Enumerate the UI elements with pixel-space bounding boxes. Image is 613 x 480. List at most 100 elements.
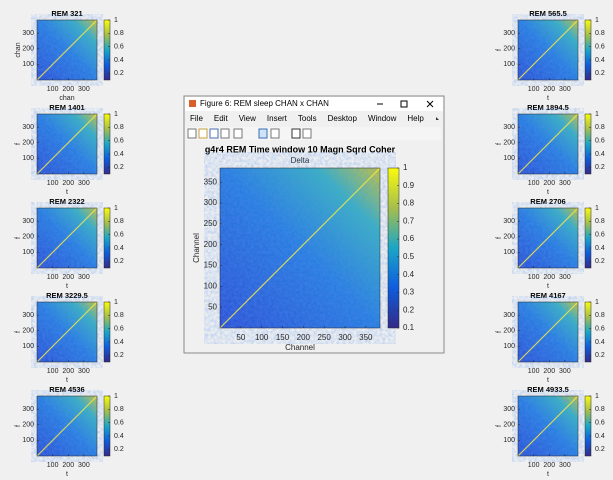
x-tick-label: 200	[62, 86, 74, 93]
menu-item[interactable]: View	[239, 114, 256, 123]
colorbar-tick-label: 1	[595, 17, 599, 24]
colorbar-tick-label: 0.6	[114, 138, 124, 145]
menu-item[interactable]: Help	[407, 114, 424, 123]
y-tick-label: 350	[204, 177, 218, 186]
colorbar-tick-label: 0.3	[403, 288, 415, 297]
colorbar-tick-label: 1	[114, 17, 118, 24]
colorbar-tick-label: 0.2	[595, 164, 605, 171]
colorbar-tick-label: 0.6	[595, 420, 605, 427]
toolbar-button[interactable]	[291, 128, 301, 139]
y-tick-label: 200	[22, 328, 34, 335]
plot-subtitle: Delta	[291, 156, 310, 165]
toolbar-bg	[186, 127, 441, 140]
heatmap-diagonal	[517, 301, 579, 363]
x-tick-label: 300	[559, 368, 571, 375]
thumb-title: REM 4536	[49, 385, 84, 394]
colorbar-tick-label: 1	[595, 111, 599, 118]
y-tick-label: 300	[503, 30, 515, 37]
y-axis-label: Channel	[192, 233, 201, 263]
axes-box	[219, 167, 381, 329]
y-tick-label: 300	[22, 312, 34, 319]
x-tick-label: 300	[559, 86, 571, 93]
colorbar	[584, 395, 592, 457]
colorbar-tick-label: 0.1	[403, 323, 415, 332]
close-button[interactable]	[426, 100, 434, 108]
colorbar-tick-label: 0.6	[114, 232, 124, 239]
colorbar-tick-label: 0.2	[114, 258, 124, 265]
thumb-title: REM 4167	[530, 291, 565, 300]
menu-item[interactable]: Window	[368, 114, 397, 123]
colorbar-tick-label: 0.6	[114, 420, 124, 427]
colorbar-tick-label: 0.2	[114, 352, 124, 359]
y-tick-label: 150	[204, 261, 218, 270]
y-tick-label: 300	[22, 218, 34, 225]
colorbar-tick-label: 0.2	[114, 164, 124, 171]
colorbar-tick-label: 1	[595, 205, 599, 212]
x-tick-label: 300	[559, 180, 571, 187]
maximize-button[interactable]	[400, 100, 408, 108]
colorbar	[584, 207, 592, 269]
axes-box	[36, 301, 98, 363]
x-tick-label: 200	[543, 274, 555, 281]
x-tick-label: 300	[338, 333, 352, 342]
colorbar-tick-label: 1	[114, 111, 118, 118]
y-tick-label: 300	[204, 198, 218, 207]
axes-box	[517, 301, 579, 363]
y-tick-label: 100	[22, 249, 34, 256]
heatmap-diagonal	[36, 19, 98, 81]
x-axis-label: t	[547, 377, 549, 384]
toolbar-button[interactable]	[187, 128, 197, 139]
y-tick-label: 200	[503, 140, 515, 147]
toolbar-button[interactable]	[270, 128, 280, 139]
y-tick-label: 300	[503, 124, 515, 131]
x-tick-label: 200	[543, 180, 555, 187]
y-tick-label: 100	[503, 155, 515, 162]
toolbar-button[interactable]	[233, 128, 243, 139]
colorbar-tick-label: 0.4	[595, 339, 605, 346]
toolbar-button[interactable]	[198, 128, 208, 139]
axes-box	[517, 395, 579, 457]
x-tick-label: 300	[559, 462, 571, 469]
x-tick-label: 100	[47, 274, 59, 281]
y-tick-label: 100	[503, 249, 515, 256]
y-tick-label: 100	[22, 155, 34, 162]
menu-item[interactable]: Tools	[298, 114, 317, 123]
x-axis-label: t	[547, 189, 549, 196]
y-tick-label: 300	[22, 30, 34, 37]
y-axis-label: f	[496, 425, 503, 427]
y-tick-label: 100	[503, 437, 515, 444]
axes-box	[36, 113, 98, 175]
y-tick-label: 300	[22, 124, 34, 131]
menu-item[interactable]: Insert	[267, 114, 288, 123]
x-tick-label: 300	[78, 368, 90, 375]
colorbar-tick-label: 0.4	[114, 245, 124, 252]
y-axis-label: f	[15, 143, 22, 145]
colorbar-tick-label: 1	[114, 393, 118, 400]
menu-item[interactable]: Edit	[214, 114, 229, 123]
colorbar-tick-label: 0.4	[114, 339, 124, 346]
axes-box	[517, 113, 579, 175]
colorbar-tick-label: 0.6	[403, 234, 415, 243]
plot-title: g4r4 REM Time window 10 Magn Sqrd Coher	[205, 144, 396, 154]
toolbar-button[interactable]	[302, 128, 312, 139]
menu-item[interactable]: File	[190, 114, 203, 123]
colorbar-tick-label: 0.9	[403, 181, 415, 190]
colorbar-tick-label: 0.2	[403, 305, 415, 314]
axes-box	[517, 19, 579, 81]
colorbar-tick-label: 0.8	[114, 312, 124, 319]
thumb-title: REM 2706	[530, 197, 565, 206]
x-tick-label: 100	[528, 368, 540, 375]
y-axis-label: chan	[15, 42, 22, 57]
colorbar	[103, 207, 111, 269]
colorbar-tick-label: 0.4	[595, 245, 605, 252]
toolbar-button[interactable]	[258, 128, 268, 139]
toolbar-button[interactable]	[220, 128, 230, 139]
y-tick-label: 300	[503, 218, 515, 225]
y-axis-label: f	[15, 331, 22, 333]
colorbar-tick-label: 0.4	[403, 270, 415, 279]
app-icon	[189, 100, 196, 107]
colorbar-tick-label: 0.2	[114, 70, 124, 77]
toolbar-button[interactable]	[209, 128, 219, 139]
colorbar-tick-label: 0.6	[595, 44, 605, 51]
menu-item[interactable]: Desktop	[328, 114, 358, 123]
